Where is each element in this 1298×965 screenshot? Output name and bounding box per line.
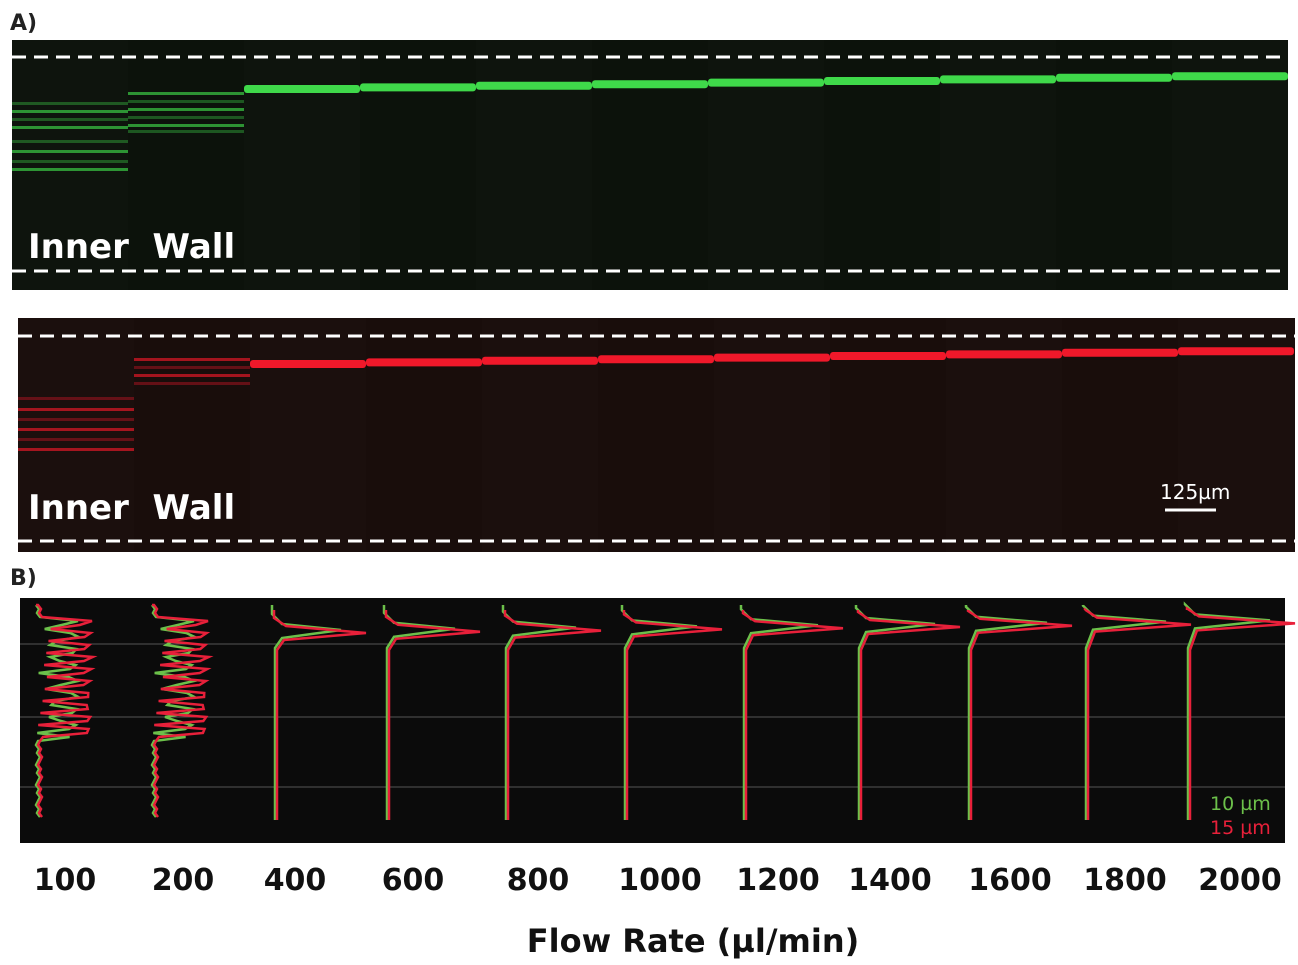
flow-rate-label: 1800 — [1083, 863, 1167, 898]
streak — [12, 160, 128, 163]
streak — [830, 352, 946, 360]
streak — [134, 382, 250, 385]
streak — [1178, 347, 1294, 355]
streak — [128, 124, 244, 127]
streak — [134, 366, 250, 369]
flow-rate-label: 200 — [152, 863, 215, 898]
image-tile — [708, 40, 824, 290]
streak — [128, 116, 244, 119]
streak — [134, 358, 250, 361]
streak — [714, 354, 830, 362]
flow-rate-label: 1000 — [618, 863, 702, 898]
image-tile — [592, 40, 708, 290]
streak — [244, 85, 360, 93]
streak — [250, 360, 366, 368]
streak — [18, 408, 134, 411]
streak — [940, 75, 1056, 83]
panel-label: B) — [10, 566, 37, 591]
streak — [12, 168, 128, 171]
streak — [18, 438, 134, 441]
streak — [482, 357, 598, 365]
streak — [824, 77, 940, 85]
streak — [128, 108, 244, 111]
streak — [12, 150, 128, 153]
streak — [18, 397, 134, 400]
figure: A) Inner Wall Inner Wall 125µm B) 10 µm … — [0, 0, 1298, 961]
flow-rate-label: 2000 — [1198, 863, 1282, 898]
streak — [12, 118, 128, 121]
image-tile — [714, 318, 830, 552]
streak — [12, 102, 128, 105]
image-tile — [250, 318, 366, 552]
axis-title: Flow Rate (µl/min) — [527, 922, 859, 960]
streak — [1172, 72, 1288, 80]
flow-rate-label: 100 — [34, 863, 97, 898]
image-tile — [366, 318, 482, 552]
flow-rate-label: 800 — [507, 863, 570, 898]
image-label: Inner Wall — [28, 488, 235, 528]
streak — [134, 374, 250, 377]
streak — [12, 110, 128, 113]
streak — [18, 428, 134, 431]
scale-bar-label: 125µm — [1160, 480, 1230, 504]
image-tile — [598, 318, 714, 552]
image-tile — [360, 40, 476, 290]
streak — [128, 130, 244, 133]
streak — [598, 355, 714, 363]
streak — [128, 92, 244, 95]
legend-entry: 10 µm — [1210, 793, 1271, 815]
legend-entry: 15 µm — [1210, 817, 1271, 839]
streak — [128, 100, 244, 103]
streak — [1062, 349, 1178, 357]
panel-label: A) — [10, 11, 37, 36]
streak — [708, 79, 824, 87]
flow-rate-label: 1600 — [968, 863, 1052, 898]
streak — [18, 418, 134, 421]
streak — [12, 126, 128, 129]
image-label: Inner Wall — [28, 227, 235, 267]
streak — [366, 358, 482, 366]
streak — [476, 82, 592, 90]
streak — [360, 83, 476, 91]
flow-rate-label: 400 — [264, 863, 327, 898]
image-tile — [482, 318, 598, 552]
streak — [946, 350, 1062, 358]
image-tile — [476, 40, 592, 290]
streak — [12, 140, 128, 143]
flow-rate-label: 1200 — [736, 863, 820, 898]
image-tile — [244, 40, 360, 290]
streak — [1056, 74, 1172, 82]
flow-rate-label: 1400 — [848, 863, 932, 898]
streak — [592, 80, 708, 88]
streak — [18, 448, 134, 451]
flow-rate-label: 600 — [382, 863, 445, 898]
